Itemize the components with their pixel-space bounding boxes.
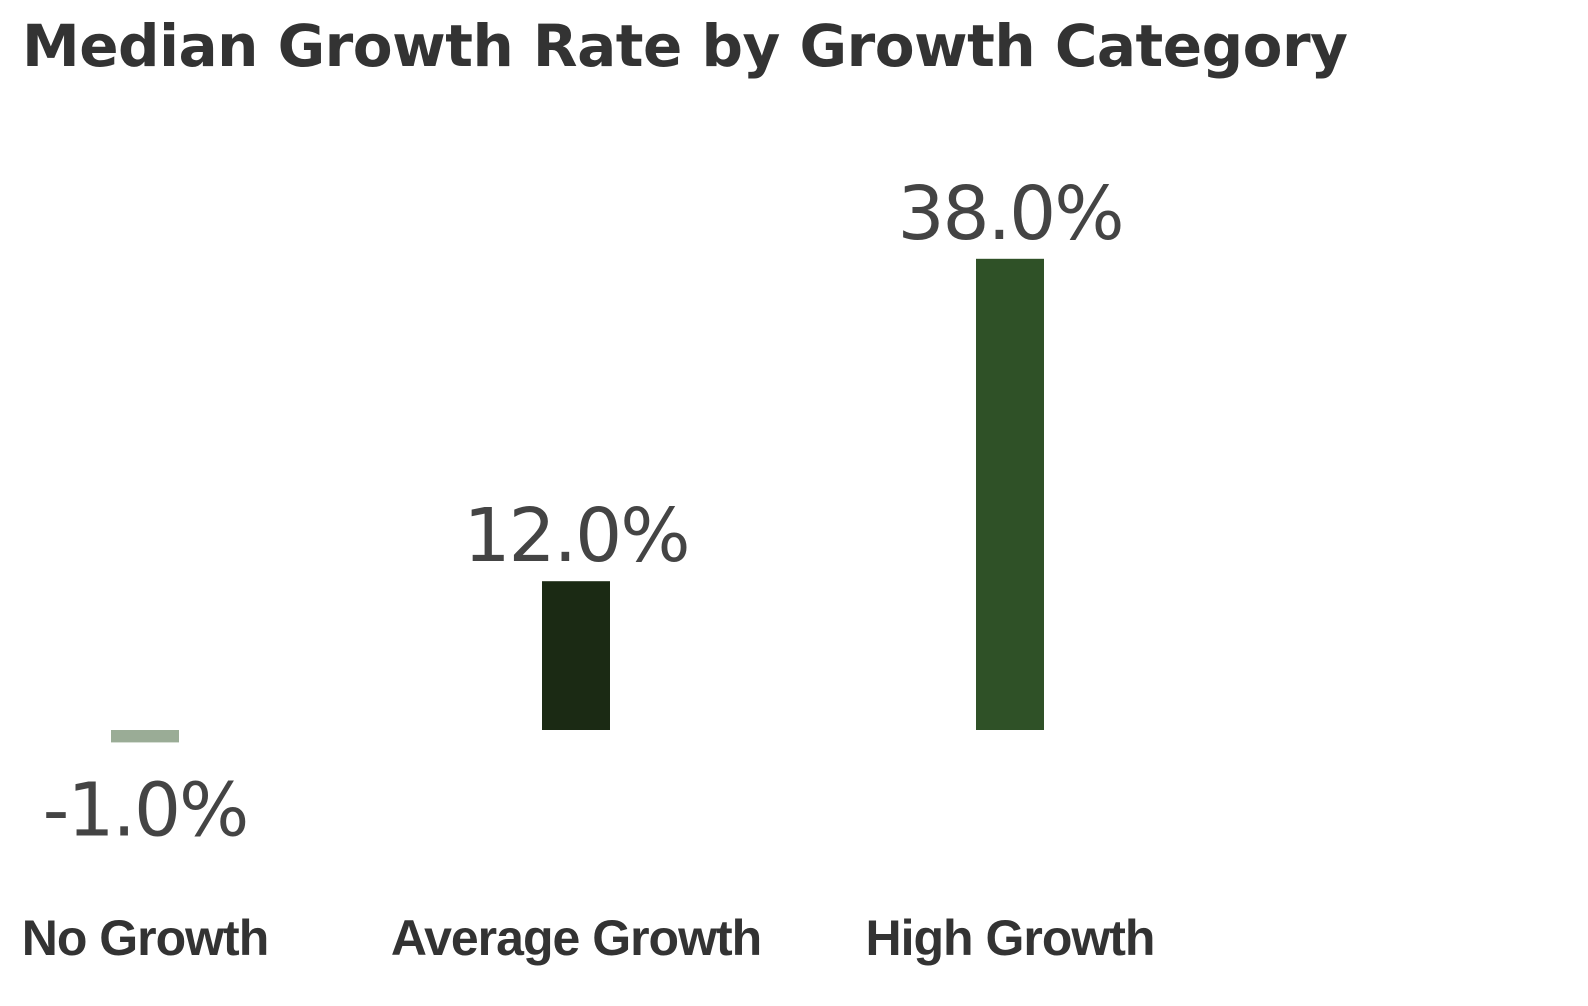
category-label-average-growth: Average Growth [391,910,761,966]
chart-title: Median Growth Rate by Growth Category [22,12,1348,80]
data-label-average-growth: 12.0% [463,493,688,579]
category-label-no-growth: No Growth [22,910,269,966]
bar-no-growth [111,730,179,743]
category-labels-group: No Growth Average Growth High Growth [22,910,1156,966]
bar-average-growth [542,581,610,730]
data-label-no-growth: -1.0% [43,767,248,853]
data-label-high-growth: 38.0% [897,171,1122,257]
bar-high-growth [976,258,1044,730]
bars-group [111,258,1044,743]
data-labels-group: -1.0% 12.0% 38.0% [43,171,1125,854]
category-label-high-growth: High Growth [866,910,1155,966]
